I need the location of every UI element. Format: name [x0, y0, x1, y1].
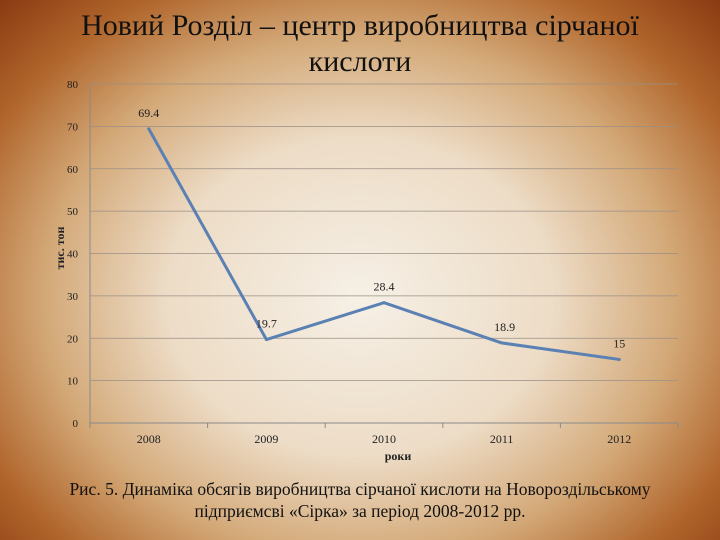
chart-title: Новий Розділ – центр виробництва сірчано… [81, 9, 639, 78]
x-tick-label: 2010 [372, 432, 396, 446]
data-label: 18.9 [494, 320, 515, 334]
x-tick-label: 2009 [254, 432, 278, 446]
x-tick-label: 2012 [607, 432, 631, 446]
y-tick-label: 40 [67, 249, 79, 261]
data-point [500, 341, 504, 345]
y-tick-label: 20 [67, 333, 79, 345]
data-point [382, 301, 386, 305]
figure-caption: Рис. 5. Динаміка обсягів виробництва сір… [69, 479, 651, 521]
y-tick-label: 70 [67, 121, 79, 133]
data-label: 15 [613, 336, 625, 350]
x-tick-label: 2011 [490, 432, 514, 446]
data-label: 28.4 [374, 280, 395, 294]
y-tick-label: 0 [73, 418, 79, 430]
y-axis-title: тис. тон [53, 227, 67, 270]
x-axis-title: роки [385, 449, 412, 463]
series-line [147, 127, 621, 361]
data-point [617, 357, 621, 361]
data-label: 19.7 [256, 317, 277, 331]
y-tick-label: 10 [67, 376, 79, 388]
y-tick-label: 60 [67, 164, 79, 176]
x-tick-label: 2008 [137, 432, 161, 446]
y-tick-label: 30 [67, 291, 79, 303]
y-tick-label: 80 [67, 79, 79, 91]
data-point [264, 338, 268, 342]
data-label: 69.4 [138, 106, 159, 120]
data-point [147, 127, 151, 131]
y-tick-label: 50 [67, 206, 79, 218]
